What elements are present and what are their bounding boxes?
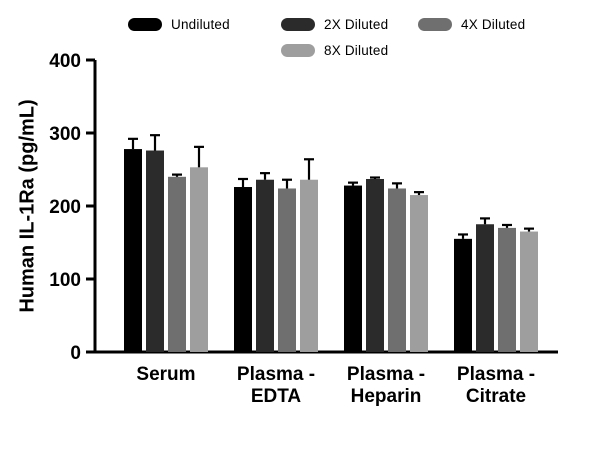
bar-2x-diluted [256,179,274,352]
bar-8x-diluted [410,195,428,352]
x-category-label: Plasma - [457,364,535,385]
legend-item-2x-diluted: 2X Diluted [281,16,389,32]
x-category-label: Serum [136,364,195,385]
x-category-label: Plasma - [347,364,425,385]
bar-8x-diluted [520,231,538,352]
legend-swatch-4x-diluted [418,17,452,31]
legend-label-undiluted: Undiluted [171,16,230,32]
legend-swatch-2x-diluted [281,17,315,31]
x-category-label: Heparin [351,386,422,407]
bar-8x-diluted [300,179,318,352]
bar-2x-diluted [476,224,494,352]
legend-swatch-undiluted [128,17,162,31]
y-tick-label: 400 [49,51,81,72]
x-category-label: EDTA [251,386,302,407]
bar-4x-diluted [388,188,406,352]
y-tick-label: 100 [49,270,81,291]
legend-item-4x-diluted: 4X Diluted [418,16,526,32]
bar-4x-diluted [278,188,296,352]
bar-undiluted [454,238,472,352]
y-tick-label: 300 [49,124,81,145]
legend-label-2x-diluted: 2X Diluted [324,16,389,32]
x-category-label: Plasma - [237,364,315,385]
bar-4x-diluted [168,176,186,352]
legend-label-8x-diluted: 8X Diluted [324,42,389,58]
bar-undiluted [124,149,142,352]
legend-item-undiluted: Undiluted [128,16,230,32]
legend-swatch-8x-diluted [281,43,315,57]
bar-8x-diluted [190,167,208,352]
bar-4x-diluted [498,227,516,352]
legend-item-8x-diluted: 8X Diluted [281,42,389,58]
x-category-label: Citrate [466,386,526,407]
bar-undiluted [344,185,362,352]
bar-2x-diluted [146,150,164,352]
y-tick-label: 0 [70,343,81,364]
bar-undiluted [234,187,252,352]
legend-label-4x-diluted: 4X Diluted [461,16,526,32]
bar-2x-diluted [366,178,384,352]
y-tick-label: 200 [49,197,81,218]
